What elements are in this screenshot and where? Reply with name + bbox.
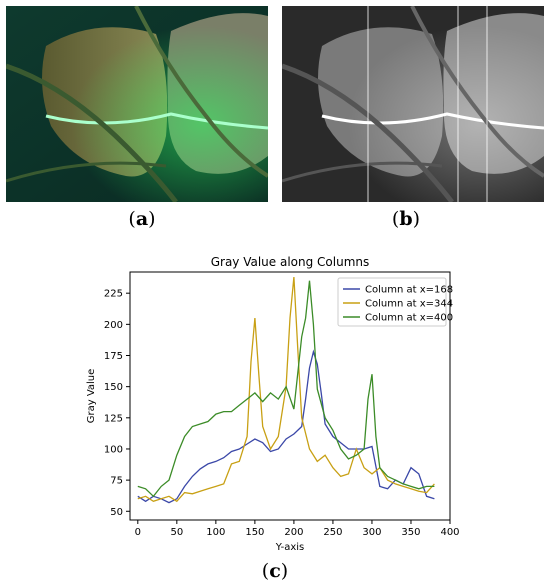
legend-label-1: Column at x=168 [365, 285, 453, 296]
x-tick-label: 300 [362, 527, 381, 538]
photo-b [282, 6, 544, 202]
caption-c: (c) [261, 560, 289, 582]
x-tick-label: 200 [284, 527, 303, 538]
x-tick-label: 150 [245, 527, 264, 538]
legend-box [337, 277, 447, 327]
caption-b: (b) [391, 208, 421, 230]
y-axis-label: Gray Value [86, 369, 97, 424]
plot-frame [129, 271, 451, 521]
series-line-3 [137, 280, 435, 498]
series-line-1 [137, 349, 435, 504]
y-tick-label: 100 [104, 444, 123, 455]
y-tick-label: 75 [110, 476, 123, 487]
y-tick-label: 125 [104, 413, 123, 424]
gray-value-chart: Gray Value along Columns Y-axis Gray Val… [86, 255, 460, 553]
y-tick-label: 175 [104, 351, 123, 362]
legend-label-3: Column at x=400 [365, 313, 453, 324]
y-tick-label: 225 [104, 289, 123, 300]
photo-a-image [6, 6, 268, 202]
caption-a: (a) [128, 208, 156, 230]
photo-a [6, 6, 268, 202]
y-tick-label: 50 [110, 507, 123, 518]
legend-label-2: Column at x=344 [365, 299, 453, 310]
photo-b-image [282, 6, 544, 202]
x-tick-label: 400 [440, 527, 459, 538]
y-tick-label: 200 [104, 320, 123, 331]
y-tick-label: 150 [104, 382, 123, 393]
x-tick-label: 50 [170, 527, 183, 538]
x-tick-label: 0 [135, 527, 141, 538]
x-tick-label: 100 [206, 527, 225, 538]
x-tick-label: 350 [401, 527, 420, 538]
x-tick-label: 250 [323, 527, 342, 538]
legend: Column at x=168 Column at x=344 Column at … [337, 277, 453, 327]
x-axis-label: Y-axis [275, 542, 305, 553]
chart-title: Gray Value along Columns [211, 255, 370, 269]
